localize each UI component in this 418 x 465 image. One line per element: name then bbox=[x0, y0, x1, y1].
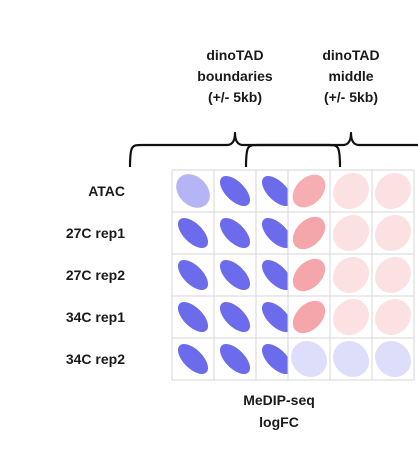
correlation-ellipse bbox=[375, 173, 411, 209]
heatmap-panel bbox=[171, 169, 299, 381]
correlation-ellipse bbox=[333, 173, 369, 209]
correlation-ellipse bbox=[261, 217, 293, 249]
correlation-ellipse bbox=[292, 216, 326, 250]
row-label: 34C rep1 bbox=[66, 309, 125, 325]
correlation-ellipse bbox=[219, 301, 251, 333]
correlation-ellipse bbox=[176, 174, 210, 208]
panel-titles: dinoTAD boundaries (+/- 5kb) dinoTAD middle (… bbox=[197, 47, 379, 105]
correlation-ellipse bbox=[219, 343, 251, 375]
curly-bracket bbox=[244, 131, 418, 168]
row-label: 34C rep2 bbox=[66, 351, 125, 367]
heatmap-panel bbox=[287, 169, 415, 381]
row-label: ATAC bbox=[88, 183, 125, 199]
correlation-ellipse bbox=[177, 301, 209, 333]
correlation-ellipse bbox=[177, 259, 209, 291]
correlation-ellipse bbox=[261, 259, 293, 291]
correlation-ellipse bbox=[375, 257, 411, 293]
correlation-ellipse bbox=[292, 258, 326, 292]
panel-title-line: middle bbox=[328, 68, 373, 84]
panel-title-line: boundaries bbox=[197, 68, 273, 84]
correlation-ellipse bbox=[219, 217, 251, 249]
correlation-ellipse bbox=[219, 259, 251, 291]
correlation-ellipse bbox=[219, 175, 251, 207]
x-axis-label: MeDIP-seq logFC bbox=[243, 392, 315, 430]
x-axis-label-line: MeDIP-seq bbox=[243, 392, 315, 408]
correlation-ellipse bbox=[333, 215, 369, 251]
panel-title-line: (+/- 5kb) bbox=[208, 89, 262, 105]
heatmap-grids bbox=[171, 169, 415, 381]
curly-bracket bbox=[128, 131, 342, 168]
x-axis-label-line: logFC bbox=[259, 414, 299, 430]
row-labels: ATAC 27C rep1 27C rep2 34C rep1 34C rep2 bbox=[66, 183, 125, 367]
correlation-ellipse bbox=[177, 217, 209, 249]
correlation-ellipse bbox=[333, 341, 369, 377]
heatmap-cell bbox=[171, 253, 215, 297]
panel-title-line: dinoTAD bbox=[206, 47, 263, 63]
correlation-ellipse bbox=[261, 343, 293, 375]
panel-title-line: dinoTAD bbox=[322, 47, 379, 63]
correlation-ellipse bbox=[261, 301, 293, 333]
correlation-ellipse bbox=[291, 341, 327, 377]
correlation-ellipse bbox=[333, 299, 369, 335]
correlation-ellipse bbox=[292, 174, 326, 208]
correlation-ellipse bbox=[375, 299, 411, 335]
correlation-ellipse bbox=[375, 215, 411, 251]
correlation-ellipse bbox=[375, 341, 411, 377]
row-label: 27C rep2 bbox=[66, 267, 125, 283]
correlation-ellipse bbox=[292, 300, 326, 334]
panel-brackets bbox=[128, 131, 418, 168]
correlation-ellipse bbox=[333, 257, 369, 293]
panel-title-line: (+/- 5kb) bbox=[324, 89, 378, 105]
correlation-ellipse bbox=[177, 343, 209, 375]
row-label: 27C rep1 bbox=[66, 225, 125, 241]
correlation-ellipse bbox=[261, 175, 293, 207]
